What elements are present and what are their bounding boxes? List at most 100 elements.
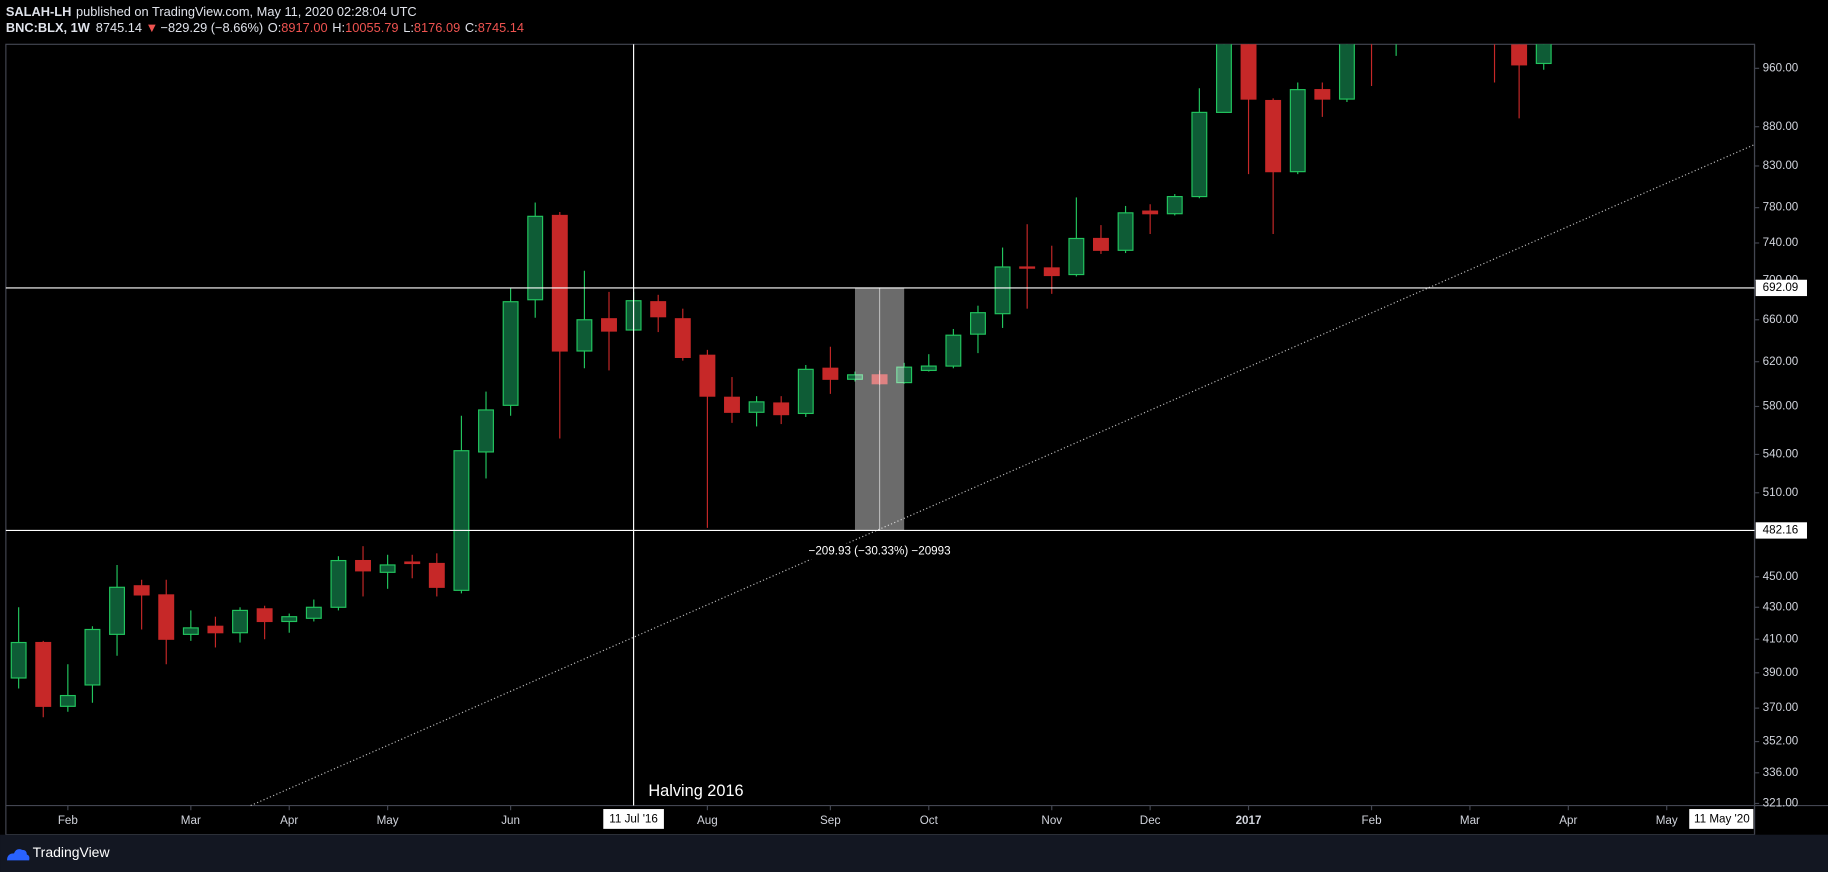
candle-body bbox=[576, 319, 593, 352]
drawings: Halving 2016 −209.93 (−30.33%) −20993 bbox=[5, 44, 1755, 807]
candle-body bbox=[674, 318, 691, 358]
ohlc-label: H: bbox=[332, 21, 345, 36]
candle-body bbox=[1142, 210, 1159, 215]
ohlc-label: O: bbox=[268, 21, 282, 36]
candle-body bbox=[945, 334, 962, 367]
y-tick-label: 620.00 bbox=[1763, 355, 1799, 368]
measure-label-bg bbox=[804, 543, 955, 560]
x-tick-label: May bbox=[1656, 814, 1678, 827]
candle-body bbox=[1043, 267, 1060, 277]
candle-body bbox=[478, 409, 494, 453]
y-tick-label: 336.00 bbox=[1763, 766, 1799, 779]
candle-body bbox=[797, 368, 814, 415]
candle-body bbox=[182, 627, 199, 635]
candle-body bbox=[158, 594, 175, 640]
ohlc-value: 8745.14 bbox=[478, 21, 524, 36]
crosshair-label-bg bbox=[603, 809, 664, 829]
ohlc-value: 8176.09 bbox=[414, 21, 460, 36]
y-tick-label: 430.00 bbox=[1763, 600, 1799, 613]
symbol-line: BNC:BLX, 1W 8745.14 ▼ −829.29 (−8.66%) O:891… bbox=[6, 21, 524, 36]
ohlc-value: 8917.00 bbox=[281, 21, 327, 36]
y-tick-label: 540.00 bbox=[1763, 448, 1799, 461]
price-label-bg bbox=[1755, 522, 1807, 539]
x-tick-label: Feb bbox=[58, 814, 78, 827]
candle-body bbox=[502, 301, 519, 406]
candle-body bbox=[1314, 89, 1331, 100]
candle-body bbox=[35, 641, 52, 707]
candle-body bbox=[1068, 237, 1085, 276]
y-tick-label: 660.00 bbox=[1763, 313, 1799, 326]
y-tick-label: 352.00 bbox=[1763, 735, 1799, 748]
y-tick-label: 780.00 bbox=[1763, 201, 1799, 214]
candle-body bbox=[59, 694, 76, 707]
candle-body bbox=[1092, 237, 1109, 251]
y-tick-label: 830.00 bbox=[1763, 159, 1799, 172]
candle-body bbox=[773, 402, 790, 416]
candle-body bbox=[428, 562, 445, 588]
candle-body bbox=[699, 354, 716, 397]
x-tick-label: Mar bbox=[1460, 814, 1480, 827]
candle-body bbox=[847, 374, 863, 380]
candle-body bbox=[330, 559, 347, 608]
candle-body bbox=[970, 312, 986, 335]
x-tick-label: 2017 bbox=[1236, 814, 1262, 827]
ohlc-label: L: bbox=[403, 21, 414, 36]
x-tick-label: Nov bbox=[1041, 814, 1062, 827]
crosshair-label: 11 Jul '16 bbox=[609, 813, 658, 826]
publisher: SALAH-LH bbox=[6, 4, 71, 19]
footer-bar bbox=[0, 834, 1828, 872]
candle-body bbox=[1166, 195, 1183, 215]
candle-body bbox=[1511, 44, 1528, 66]
candle-body bbox=[1338, 44, 1355, 100]
change: −829.29 (−8.66%) bbox=[161, 21, 264, 36]
x-tick-label: Jun bbox=[501, 814, 520, 827]
ohlc-value: 10055.79 bbox=[345, 21, 398, 36]
candle-body bbox=[896, 366, 913, 384]
symbol: BNC:BLX, 1W bbox=[6, 21, 91, 36]
candle-body bbox=[10, 641, 27, 679]
y-tick-label: 450.00 bbox=[1763, 570, 1799, 583]
brand: TradingView bbox=[33, 844, 111, 860]
candle-body bbox=[1289, 89, 1306, 173]
y-tick-label: 510.00 bbox=[1763, 486, 1799, 499]
published: published on TradingView.com, May 11, 20… bbox=[76, 4, 417, 19]
candle-body bbox=[379, 564, 396, 573]
x-tick-label: Feb bbox=[1362, 814, 1382, 827]
x-tick-label: Apr bbox=[280, 814, 298, 827]
candle-body bbox=[551, 214, 568, 352]
candle-body bbox=[109, 586, 126, 635]
x-tick-label: Oct bbox=[920, 814, 939, 827]
measure-label: −209.93 (−30.33%) −20993 bbox=[809, 545, 951, 558]
candle-body bbox=[207, 625, 224, 634]
down-arrow: ▼ bbox=[146, 21, 159, 36]
x-tick-label: Mar bbox=[181, 814, 201, 827]
y-tick-label: 580.00 bbox=[1763, 400, 1799, 413]
price-label: 692.09 bbox=[1763, 281, 1799, 294]
candle-body bbox=[133, 585, 150, 596]
candle-body bbox=[281, 616, 298, 623]
last-price: 8745.14 bbox=[96, 21, 142, 36]
candle-body bbox=[724, 396, 740, 413]
ohlc-label: C: bbox=[465, 21, 478, 36]
candle-body bbox=[256, 608, 273, 623]
y-tick-label: 370.00 bbox=[1763, 701, 1799, 714]
candle-body bbox=[305, 606, 322, 619]
axis-end-label: 11 May '20 bbox=[1694, 813, 1750, 826]
candle-body bbox=[920, 365, 937, 372]
candle-body bbox=[84, 628, 101, 686]
y-tick-label: 321.00 bbox=[1763, 797, 1799, 810]
candle-body bbox=[748, 401, 765, 413]
candle-body bbox=[601, 318, 617, 332]
candle-body bbox=[1240, 44, 1257, 100]
candle-body bbox=[1215, 44, 1232, 113]
candle-body bbox=[232, 609, 248, 634]
x-tick-label: Dec bbox=[1140, 814, 1161, 827]
y-tick-label: 390.00 bbox=[1763, 666, 1799, 679]
candle-body bbox=[822, 367, 839, 380]
header-line: SALAH-LH published on TradingView.com, Ma… bbox=[6, 4, 417, 19]
x-tick-label: Sep bbox=[820, 814, 841, 827]
